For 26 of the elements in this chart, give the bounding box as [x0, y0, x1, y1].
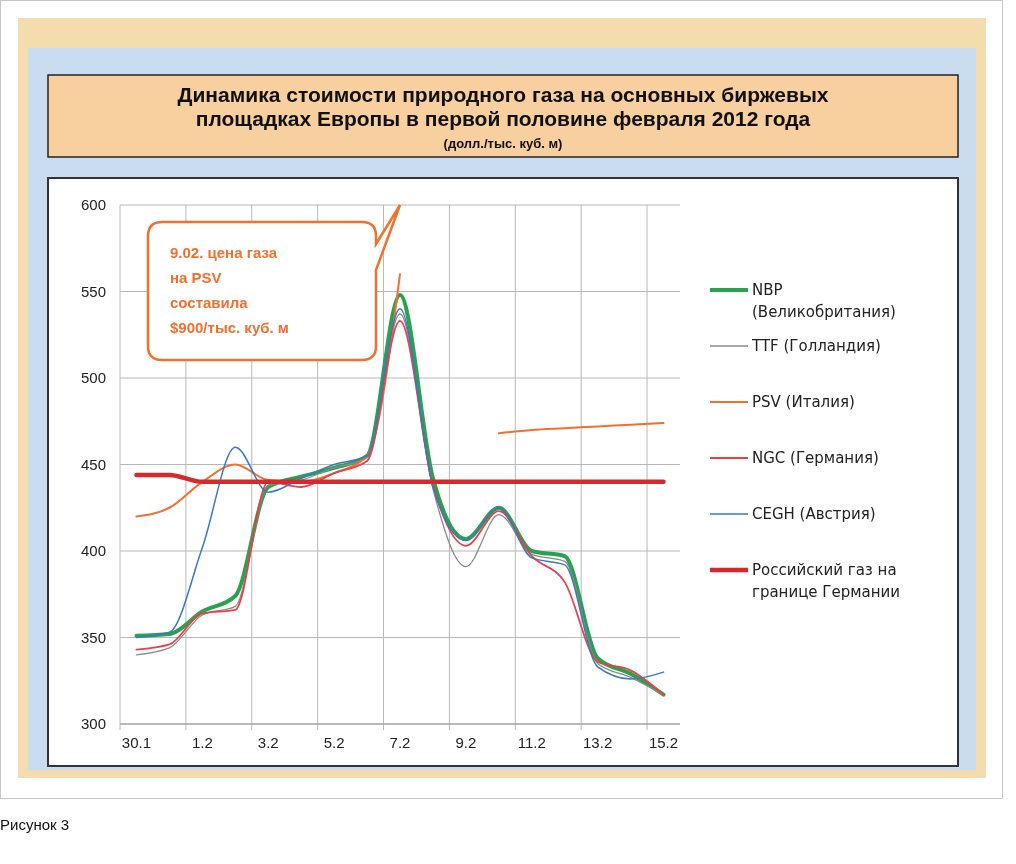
x-tick-label: 3.2: [257, 734, 279, 751]
x-tick-label: 5.2: [323, 734, 345, 751]
x-tick-label: 7.2: [389, 734, 411, 751]
x-tick-label: 11.2: [517, 734, 546, 751]
y-tick-label: 500: [80, 369, 106, 387]
x-tick-label: 9.2: [455, 734, 477, 751]
chart-title: Динамика стоимости природного газа на основных биржевых площадках Европы в первой половине февраля 2012 года: [177, 83, 829, 130]
text: Рисунок 3: [0, 816, 70, 833]
y-tick-label: 350: [80, 628, 106, 646]
x-tick-label: 13.2: [583, 734, 613, 751]
y-tick-label: 450: [80, 455, 106, 473]
legend-label: TTF (Голландия): [751, 337, 881, 356]
x-tick-label: 30.1: [121, 734, 152, 751]
y-tick-label: 300: [80, 715, 106, 733]
legend-label: NBP (Великобритания): [752, 281, 896, 322]
x-tick-label: 1.2: [191, 734, 213, 751]
legend-label: PSV (Италия): [752, 393, 855, 412]
y-tick-label: 550: [80, 282, 106, 300]
chart-subtitle: (долл./тыс. куб. м): [443, 136, 563, 151]
legend-label: Российский газ на границе Германии: [752, 561, 901, 602]
y-tick-label: 600: [80, 196, 106, 214]
y-tick-label: 400: [80, 542, 106, 560]
annotation: 9.02. цена газа на PSV составила $900/тыс. куб. м: [170, 244, 289, 336]
legend-label: NGC (Германия): [752, 449, 879, 468]
x-tick-label: 15.2: [648, 734, 679, 751]
legend-label: CEGH (Австрия): [752, 505, 876, 524]
